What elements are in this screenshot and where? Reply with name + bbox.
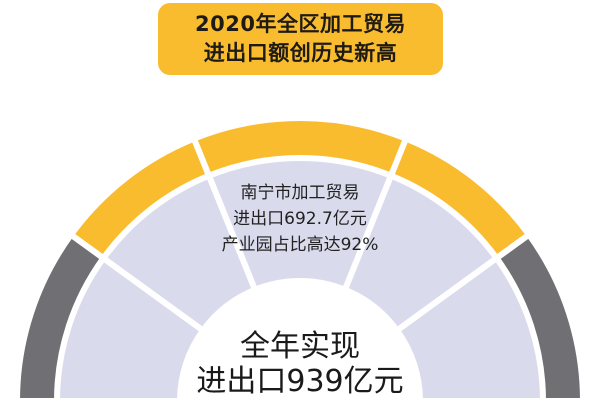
nanning-label-3: 产业园占比高达92% [221,235,379,255]
ring-segment-gray [492,230,587,401]
total-label-2: 进出口939亿元 [196,364,404,399]
nanning-label-1: 南宁市加工贸易 [240,183,360,203]
nanning-label-2: 进出口692.7亿元 [233,209,367,229]
title-line-1: 2020年全区加工贸易 [195,12,406,36]
center-circle [180,281,420,401]
title-line-2: 进出口额创历史新高 [203,41,398,65]
total-label-1: 全年实现 [240,329,360,364]
title-banner: 2020年全区加工贸易 进出口额创历史新高 [158,3,443,75]
